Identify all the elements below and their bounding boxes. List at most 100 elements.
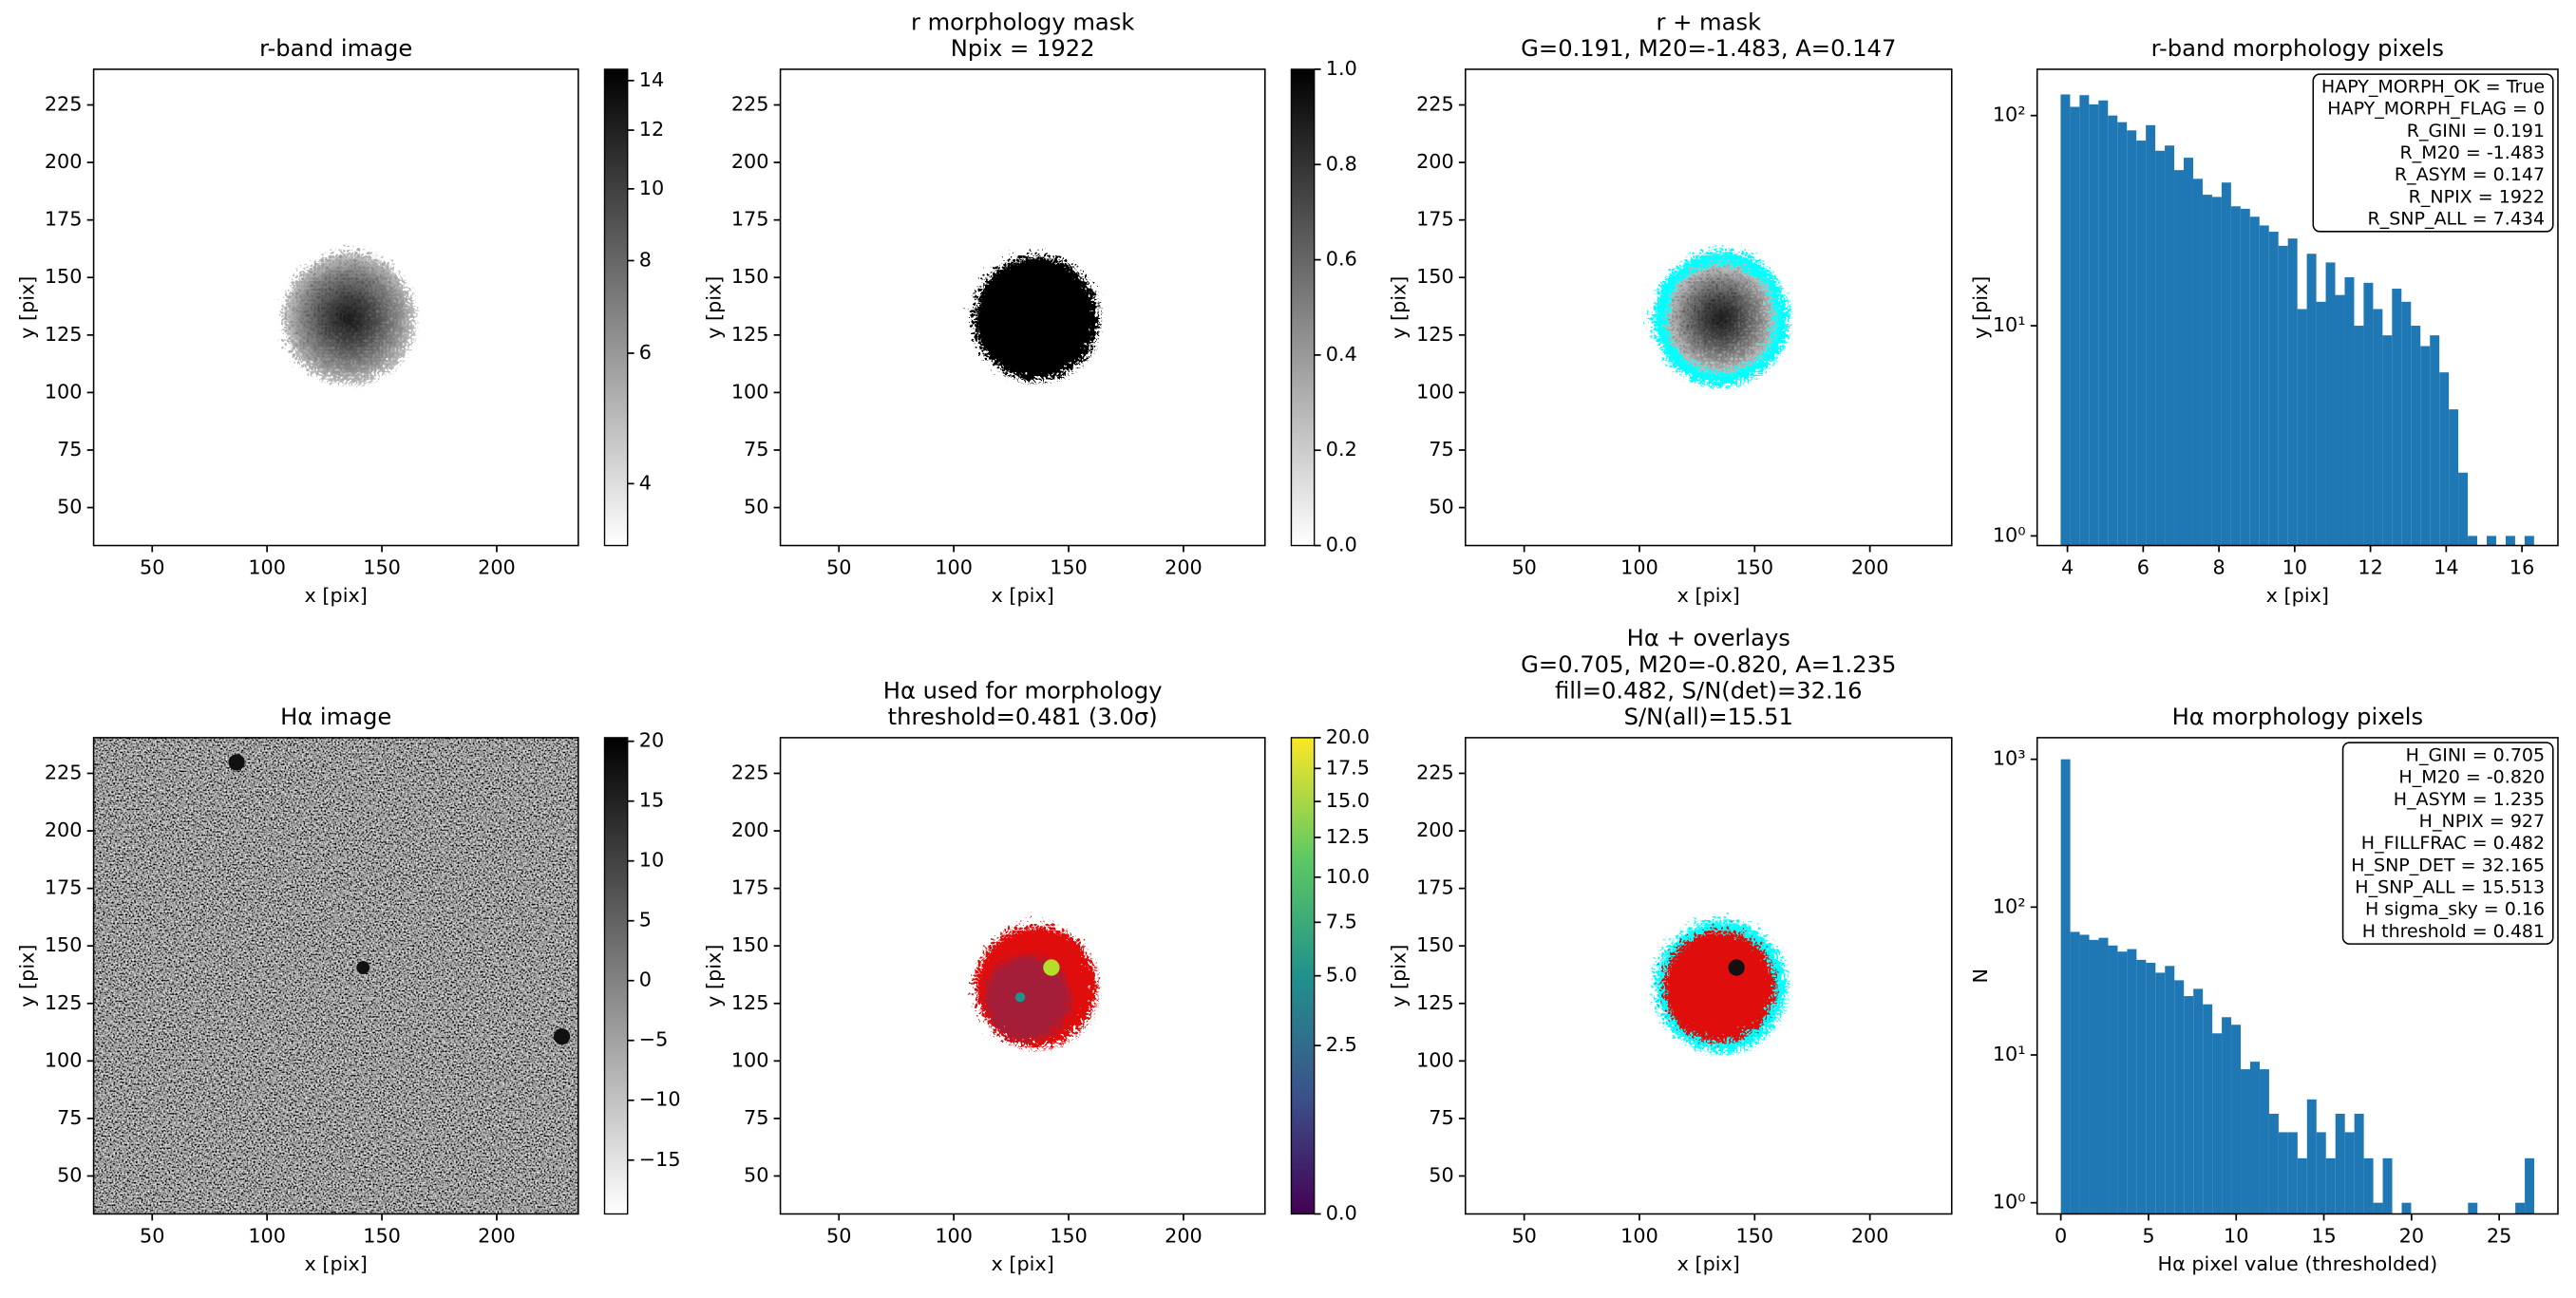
bar	[2089, 103, 2099, 546]
annotation-line: R_GINI = 0.191	[2407, 121, 2545, 141]
bar	[2165, 145, 2175, 546]
bar	[2363, 1157, 2374, 1214]
x-tick-label: 5	[2142, 1225, 2154, 1248]
colorbar-tick-label: 15.0	[1326, 789, 1370, 812]
y-tick-label: 75	[744, 438, 768, 461]
x-tick-label: 200	[478, 1225, 516, 1248]
panel-title: Hα + overlays	[1627, 625, 1790, 651]
y-tick-label: 50	[1429, 1163, 1453, 1186]
y-tick-label: 75	[1429, 438, 1453, 461]
bar	[2316, 301, 2326, 546]
x-tick-label: 200	[478, 556, 516, 579]
bar	[2070, 106, 2080, 546]
annotation-line: H sigma_sky = 0.16	[2365, 899, 2545, 920]
bar	[2211, 197, 2222, 546]
x-axis-label: x [pix]	[1677, 1252, 1740, 1275]
colorbar-tick-label: 7.5	[1326, 910, 1357, 932]
bar	[2306, 1099, 2317, 1214]
y-tick-label: 225	[1416, 93, 1454, 116]
bar	[2174, 170, 2185, 546]
bar	[2146, 124, 2156, 546]
colorbar-tick-label: 17.5	[1326, 756, 1370, 779]
halpha-region	[1657, 925, 1770, 1037]
panel-title: fill=0.482, S/N(det)=32.16	[1555, 677, 1862, 704]
y-axis-label: y [pix]	[1388, 276, 1411, 339]
x-tick-label: 200	[1851, 556, 1889, 579]
y-tick-label: 225	[1416, 761, 1454, 783]
bar	[2108, 945, 2118, 1214]
y-tick-label: 75	[1429, 1106, 1453, 1129]
annotation-line: HAPY_MORPH_FLAG = 0	[2327, 99, 2545, 120]
y-tick-label: 125	[45, 323, 83, 346]
bar	[2268, 232, 2279, 546]
y-tick-label: 200	[731, 818, 769, 841]
y-tick-label: 150	[45, 933, 83, 956]
x-tick-label: 50	[826, 556, 851, 579]
halpha-peak	[1014, 991, 1026, 1003]
colorbar-tick-label: 0.0	[1326, 1201, 1357, 1224]
bar	[2468, 1202, 2478, 1214]
bar	[2117, 951, 2128, 1214]
y-axis-label: y [pix]	[702, 276, 725, 339]
annotation-line: R_NPIX = 1922	[2409, 186, 2545, 207]
bar	[2449, 409, 2459, 546]
bar	[2079, 95, 2090, 546]
panel-title: threshold=0.481 (3.0σ)	[888, 704, 1158, 730]
bar	[2287, 1132, 2298, 1214]
colorbar-tick-label: 8	[639, 248, 652, 271]
bar	[2505, 536, 2515, 546]
bar	[2268, 1113, 2279, 1214]
x-tick-label: 50	[826, 1225, 851, 1248]
colorbar-tick-label: 0.4	[1326, 343, 1357, 366]
x-axis-label: x [pix]	[305, 1252, 368, 1275]
y-tick-label: 10⁰	[1993, 1191, 2026, 1213]
x-axis-label: x [pix]	[305, 584, 368, 607]
colorbar-tick-label: 2.5	[1326, 1033, 1357, 1056]
bar	[2222, 1017, 2232, 1214]
y-tick-label: 50	[744, 1163, 768, 1186]
colorbar-tick-label: 6	[639, 341, 652, 364]
y-tick-label: 150	[731, 933, 769, 956]
bar	[2127, 130, 2137, 546]
panel-title: r + mask	[1656, 9, 1761, 36]
panel-title: r morphology mask	[911, 9, 1134, 36]
halpha-star	[553, 1028, 571, 1045]
y-tick-label: 100	[45, 1048, 83, 1071]
y-tick-label: 200	[45, 818, 83, 841]
x-tick-label: 50	[140, 556, 164, 579]
colorbar-tick-label: −15	[639, 1148, 681, 1171]
axes-frame	[779, 737, 1266, 1215]
y-tick-label: 125	[731, 323, 769, 346]
bar	[2212, 1033, 2223, 1214]
bar	[2525, 1157, 2535, 1214]
bar	[2241, 1069, 2250, 1214]
bar	[2325, 1157, 2336, 1214]
x-tick-label: 12	[2358, 556, 2382, 579]
bar	[2487, 536, 2496, 546]
annotation-line: H_NPIX = 927	[2419, 811, 2545, 832]
colorbar-tick-label: 15	[639, 789, 664, 812]
panel-title: G=0.191, M20=-1.483, A=0.147	[1521, 35, 1896, 62]
bar	[2174, 980, 2185, 1214]
y-tick-label: 125	[45, 991, 83, 1014]
bar	[2060, 94, 2071, 546]
y-tick-label: 150	[1416, 933, 1454, 956]
x-tick-label: 50	[1511, 1225, 1536, 1248]
bar	[2117, 122, 2128, 546]
y-tick-label: 200	[1416, 150, 1454, 173]
x-tick-label: 0	[2055, 1225, 2067, 1248]
y-axis-label: y [pix]	[1388, 945, 1411, 1007]
y-tick-label: 125	[1416, 323, 1454, 346]
y-tick-label: 175	[1416, 876, 1454, 899]
panel-title: r-band morphology pixels	[2151, 35, 2444, 62]
x-tick-label: 150	[363, 556, 401, 579]
colorbar-tick-label: 12.5	[1326, 825, 1370, 848]
bar	[2278, 1132, 2288, 1214]
x-tick-label: 200	[1165, 556, 1203, 579]
colorbar	[1290, 68, 1316, 547]
x-tick-label: 100	[1620, 1225, 1658, 1248]
colorbar-tick-label: 0.0	[1326, 534, 1357, 556]
y-tick-label: 225	[45, 93, 83, 116]
colorbar	[1290, 737, 1316, 1215]
colorbar-tick-label: 0.2	[1326, 438, 1357, 461]
